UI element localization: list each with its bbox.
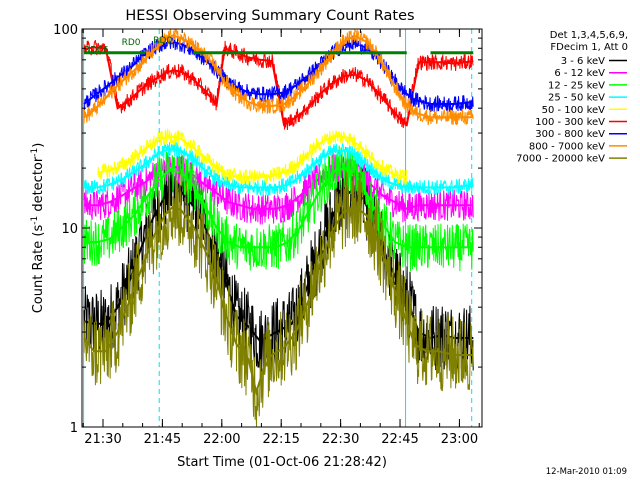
x-axis-ticks: 21:30 21:45 22:00 22:15 22:30 22:45 23:00 <box>82 29 480 447</box>
legend-entry-label: 7000 - 20000 keV <box>516 154 605 165</box>
y-axis-label-close: ) <box>31 143 46 148</box>
y-axis-label-prefix: Count Rate (s <box>31 225 46 314</box>
y-axis-label-superscript-2: -1 <box>30 148 40 157</box>
legend: Det 1,3,4,5,6,9,FDecim 1, Att 0 3 - 6 keV… <box>516 30 628 165</box>
annotation-2: RD06 <box>84 46 109 56</box>
legend-entry-label: 12 - 25 keV <box>548 80 605 91</box>
legend-entry-label: 300 - 800 keV <box>535 129 605 140</box>
legend-entry-label: 50 - 100 keV <box>542 105 606 116</box>
x-tick-label: 22:00 <box>203 432 240 447</box>
series-7000-20000-kev <box>83 170 474 427</box>
series-12-25-kev <box>83 145 474 272</box>
y-axis-label: Count Rate (s-1 detector-1) <box>30 143 46 314</box>
legend-header-line: FDecim 1, Att 0 <box>550 42 628 53</box>
x-tick-label: 22:30 <box>322 432 359 447</box>
legend-entry-label: 6 - 12 keV <box>554 68 605 79</box>
x-tick-label: 22:45 <box>381 432 418 447</box>
y-axis-label-superscript: -1 <box>30 216 40 225</box>
y-tick-label: 10 <box>61 222 78 237</box>
series-trend-line <box>83 34 474 119</box>
series-noisy-trace <box>83 28 474 126</box>
series-25-50-kev <box>83 141 474 197</box>
series-trend-line <box>84 147 474 189</box>
series-trend-line <box>84 164 474 210</box>
legend-entry-label: 25 - 50 keV <box>548 93 605 104</box>
annotation-1: RD0 <box>153 36 172 46</box>
series-noisy-trace <box>83 152 474 225</box>
y-tick-label: 1 <box>70 421 78 436</box>
chart-title: HESSI Observing Summary Count Rates <box>125 8 414 24</box>
legend-entry-label: 100 - 300 keV <box>535 117 605 128</box>
series-800-7000-kev <box>83 28 474 126</box>
legend-entry-label: 800 - 7000 keV <box>529 141 605 152</box>
plot-area: RD0 RD0 RD06 21:30 21:45 22:00 22:15 22:30 22:4… <box>53 23 483 447</box>
series-trend-line <box>83 46 474 127</box>
legend-entry-label: 3 - 6 keV <box>561 56 605 67</box>
x-axis-label: Start Time (01-Oct-06 21:28:42) <box>177 455 387 470</box>
y-tick-label: 100 <box>53 23 78 38</box>
annotations: RD0 RD0 RD06 <box>84 36 172 56</box>
y-axis-ticks: 1 10 100 <box>53 23 482 436</box>
footer-timestamp: 12-Mar-2010 01:09 <box>546 467 627 477</box>
y-axis-label-suffix: detector <box>31 156 46 216</box>
series-trend-line <box>84 167 474 249</box>
series-100-300-kev <box>83 40 474 131</box>
series-trend-line <box>83 205 474 396</box>
x-tick-label: 21:45 <box>144 432 181 447</box>
x-tick-label: 22:15 <box>262 432 299 447</box>
annotation-0: RD0 <box>122 38 141 48</box>
x-tick-label: 23:00 <box>441 432 478 447</box>
series-noisy-trace <box>83 170 474 427</box>
legend-header-line: Det 1,3,4,5,6,9, <box>550 30 628 41</box>
series-layer <box>83 28 474 427</box>
x-tick-label: 21:30 <box>84 432 121 447</box>
series-50-100-kev <box>97 128 408 186</box>
